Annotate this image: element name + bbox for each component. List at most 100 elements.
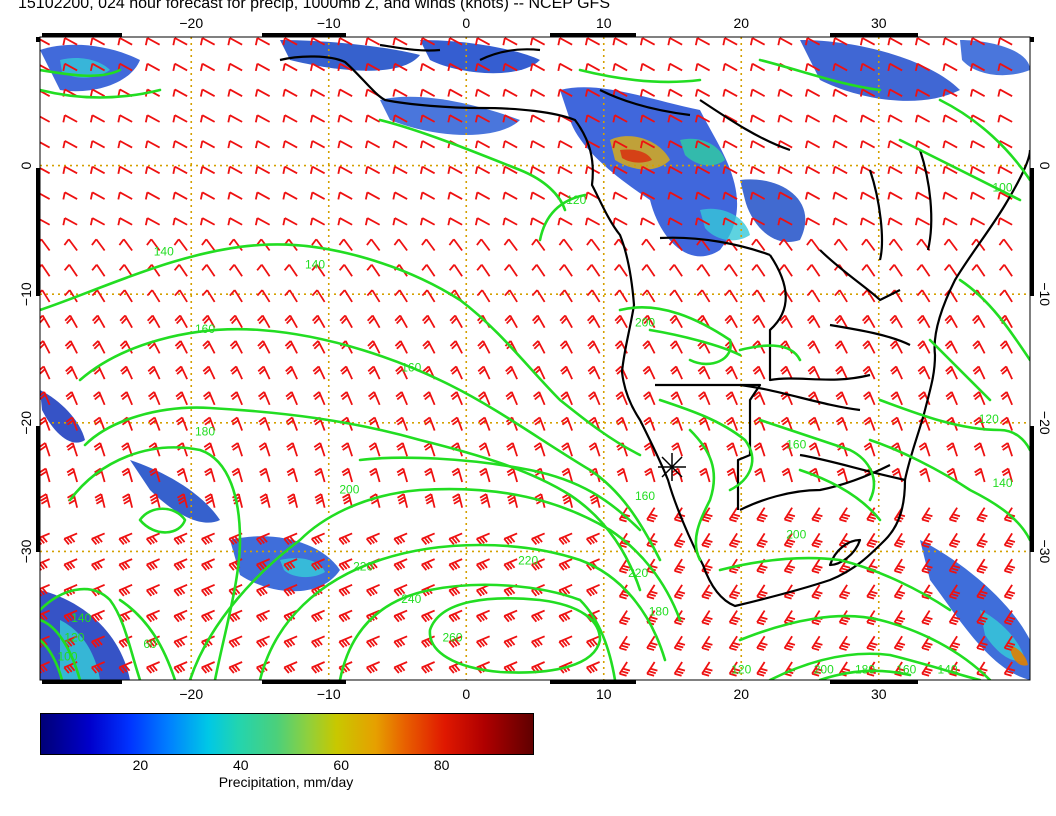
wind-barb [66, 442, 78, 457]
wind-barb [175, 365, 188, 380]
wind-barb [749, 217, 766, 226]
wind-barb [887, 114, 903, 123]
wind-barb [228, 635, 243, 648]
wind-barb [476, 609, 490, 623]
wind-barb [756, 610, 768, 626]
wind-barb [118, 238, 133, 252]
wind-barb [832, 191, 848, 200]
wind-barb [231, 442, 243, 457]
wind-barb [118, 661, 133, 674]
wind-barb [749, 165, 766, 175]
wind-barb [201, 264, 216, 277]
wind-barb [423, 442, 436, 457]
wind-barb [811, 507, 823, 523]
wind-barb [364, 62, 381, 72]
wind-barb [395, 416, 408, 431]
wind-barb [337, 88, 353, 97]
wind-barb [476, 584, 490, 597]
wind-barb [560, 391, 573, 406]
contour-label: 260 [442, 630, 462, 644]
wind-barb [971, 238, 986, 252]
wind-barb [887, 165, 903, 175]
wind-barb [393, 558, 408, 571]
wind-barb [751, 238, 766, 252]
contour-label: 200 [635, 315, 655, 329]
wind-barb [117, 217, 133, 226]
wind-barb [561, 467, 573, 483]
precipitation-colorbar [40, 713, 534, 755]
wind-barb [701, 610, 713, 626]
wind-barb [586, 238, 601, 252]
wind-barb [63, 238, 78, 252]
wind-barb [783, 532, 796, 549]
wind-barb [614, 314, 628, 329]
wind-barb [641, 289, 656, 303]
wind-barb [722, 165, 738, 175]
wind-barb [478, 416, 491, 431]
contour-label: 180 [195, 425, 215, 439]
wind-barb [476, 635, 490, 648]
wind-barb [92, 340, 106, 354]
wind-barb [835, 391, 848, 406]
wind-barb [369, 467, 381, 483]
wind-barb [673, 635, 686, 651]
contour-label: 180 [649, 605, 669, 619]
frame-bar-right [1030, 426, 1034, 552]
wind-barb [393, 635, 408, 648]
wind-barb [807, 340, 821, 354]
geopotential-height-contours [40, 58, 1030, 680]
frame-bar-left [36, 37, 40, 42]
wind-barb [173, 609, 188, 623]
wind-barb [394, 314, 408, 329]
wind-barb [40, 493, 51, 508]
wind-barb [366, 289, 381, 303]
wind-barb [612, 37, 628, 46]
wind-barb [756, 507, 768, 523]
wind-barb [254, 62, 271, 72]
wind-barb [174, 314, 188, 329]
wind-barb [395, 365, 408, 380]
wind-barb [997, 37, 1013, 46]
wind-barb [201, 238, 216, 252]
wind-barb [419, 88, 436, 97]
wind-barb [311, 609, 325, 623]
lat-tick-label-right: −30 [1037, 540, 1053, 564]
contour-label: 100 [992, 180, 1012, 194]
wind-barb [673, 532, 686, 549]
wind-barb [503, 264, 518, 277]
wind-barb [835, 416, 848, 431]
wind-barb [227, 62, 243, 72]
wind-barb [728, 584, 741, 600]
wind-barb [943, 264, 958, 277]
wind-barb [942, 165, 958, 175]
wind-barb [806, 238, 821, 252]
wind-barb [174, 340, 188, 354]
wind-barb [586, 289, 601, 303]
wind-barb [919, 467, 931, 483]
wind-barb [673, 661, 686, 677]
wind-barb [587, 365, 601, 380]
wind-barb [312, 391, 326, 406]
wind-barb [639, 140, 656, 149]
wind-barb [948, 558, 961, 574]
wind-barb [804, 114, 821, 123]
wind-barb [832, 114, 848, 123]
wind-barb [833, 264, 848, 277]
wind-barb [531, 532, 545, 546]
wind-barb [392, 191, 408, 200]
wind-barb [859, 165, 876, 175]
contour-label: 200 [814, 663, 834, 677]
wind-barb [283, 558, 298, 571]
wind-barb [942, 62, 958, 72]
wind-barb [450, 365, 463, 380]
wind-barb [256, 532, 270, 546]
wind-barb [887, 217, 903, 226]
wind-barb [173, 584, 188, 597]
wind-barb [146, 314, 161, 329]
wind-barb [146, 532, 160, 546]
wind-barb [917, 365, 931, 380]
wind-barb [204, 467, 216, 483]
wind-barb [419, 62, 436, 72]
contour-label: 160 [635, 489, 655, 503]
wind-barb [558, 558, 573, 571]
